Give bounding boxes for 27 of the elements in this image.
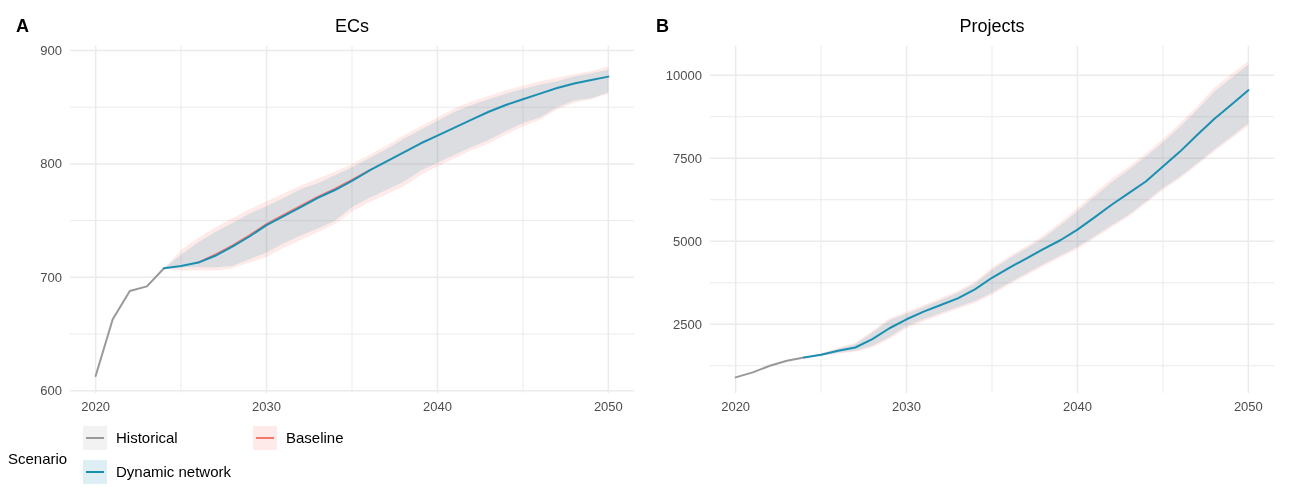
y-tick-label: 10000 xyxy=(665,67,702,83)
chart-title: Projects xyxy=(959,16,1025,36)
x-tick-label: 2050 xyxy=(1233,399,1263,414)
legend-title: Scenario xyxy=(8,450,68,467)
line-series xyxy=(734,356,805,379)
x-tick-label: 2050 xyxy=(593,399,623,414)
legend-label: Dynamic network xyxy=(116,463,232,480)
y-tick-label: 2500 xyxy=(673,316,702,332)
y-tick-label: 700 xyxy=(40,269,62,285)
x-tick-label: 2030 xyxy=(892,399,922,414)
legend-label: Baseline xyxy=(286,429,344,446)
x-tick-label: 2040 xyxy=(422,399,452,414)
text: B xyxy=(656,16,669,36)
line-series xyxy=(94,267,165,377)
legend-label: Historical xyxy=(116,429,178,446)
x-tick-label: 2030 xyxy=(252,399,282,414)
y-tick-label: 900 xyxy=(40,43,62,59)
chart-title: ECs xyxy=(334,16,370,36)
line-series xyxy=(197,169,371,264)
text: A xyxy=(16,16,29,36)
x-tick-label: 2020 xyxy=(721,399,751,414)
y-tick-label: 5000 xyxy=(673,233,702,249)
x-tick-label: 2040 xyxy=(1062,399,1092,414)
y-tick-label: 7500 xyxy=(673,150,702,166)
y-tick-label: 600 xyxy=(40,383,62,399)
x-tick-label: 2020 xyxy=(81,399,111,414)
y-tick-label: 800 xyxy=(40,156,62,172)
